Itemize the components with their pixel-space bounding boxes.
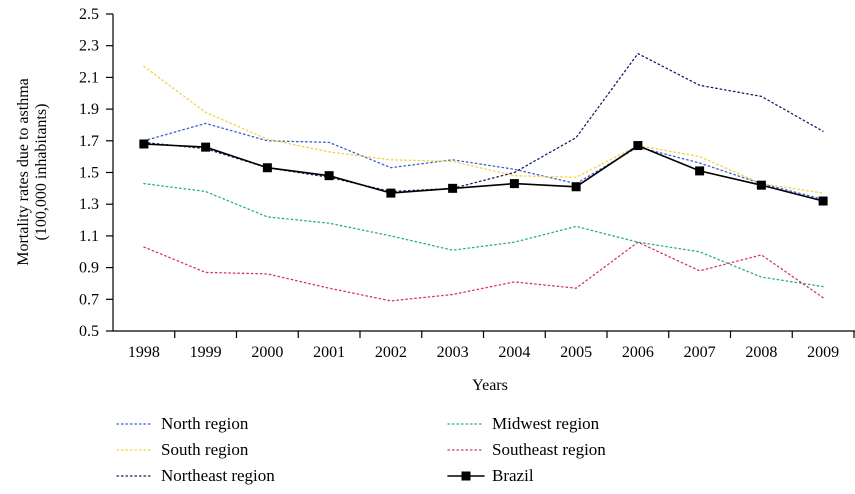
x-tick-label: 2006 (622, 344, 654, 361)
data-point-brazil (262, 163, 272, 173)
data-point-brazil (818, 196, 828, 206)
legend: North region South region Northeast region… (116, 414, 606, 485)
legend-label-northeast-region: Northeast region (161, 466, 275, 485)
data-point-brazil (695, 166, 705, 176)
y-tick-label: 1.1 (79, 228, 99, 245)
series-line-midwest-region (143, 182, 824, 288)
x-tick-label: 2000 (251, 344, 283, 361)
legend-label-north-region: North region (161, 414, 249, 433)
data-point-brazil (386, 188, 396, 198)
x-tick-label: 2004 (498, 344, 530, 361)
x-tick-label: 2007 (684, 344, 716, 361)
y-tick-label: 2.1 (79, 69, 99, 86)
x-tick-label: 2005 (560, 344, 592, 361)
x-axis-title: Years (472, 377, 508, 394)
data-point-brazil (448, 183, 458, 193)
y-tick-label: 0.9 (79, 260, 99, 277)
y-tick-label: 0.5 (79, 323, 99, 340)
series-line-northeast-region (143, 52, 824, 193)
y-ticks: 0.5 0.7 0.9 1.1 1.3 1.5 1.7 1.9 2.1 2.3 2.5 (79, 6, 113, 340)
data-point-brazil (756, 180, 766, 190)
data-point-brazil (633, 141, 643, 151)
y-tick-label: 1.3 (79, 196, 99, 213)
x-tick-label: 2001 (313, 344, 345, 361)
x-tick-label: 1999 (190, 344, 222, 361)
legend-label-southeast-region: Southeast region (492, 440, 606, 459)
legend-marker-brazil (461, 471, 471, 481)
y-axis-title: Mortality rates due to asthma (100,000 i… (15, 78, 50, 266)
data-point-brazil (571, 182, 581, 192)
x-tick-label: 1998 (128, 344, 160, 361)
series-line-south-region (143, 65, 824, 194)
data-point-brazil (139, 139, 149, 149)
data-point-brazil (201, 142, 211, 152)
y-tick-label: 0.7 (79, 291, 99, 308)
x-ticks: 1998 1999 2000 2001 2002 2003 2004 2005 2006 2007… (128, 331, 855, 361)
series-lines (139, 52, 828, 302)
legend-label-south-region: South region (161, 440, 249, 459)
y-tick-label: 1.9 (79, 101, 99, 118)
plot-area: 0.50.70.91.11.31.51.71.92.12.32.5 1998 19… (79, 6, 855, 361)
x-tick-label: 2002 (375, 344, 407, 361)
y-tick-label: 2.3 (79, 38, 99, 55)
x-tick-label: 2009 (807, 344, 839, 361)
legend-label-midwest-region: Midwest region (492, 414, 600, 433)
y-tick-label: 2.5 (79, 6, 99, 23)
series-line-north-region (143, 122, 824, 201)
y-tick-label: 1.7 (79, 133, 99, 150)
series-line-brazil (143, 143, 824, 202)
data-point-brazil (509, 179, 519, 189)
x-tick-label: 2008 (745, 344, 777, 361)
x-tick-label: 2003 (437, 344, 469, 361)
series-line-southeast-region (143, 241, 824, 302)
y-axis-title-line-1: Mortality rates due to asthma (15, 78, 32, 266)
data-point-brazil (324, 171, 334, 181)
y-axis-title-line-2: (100,000 inhabitants) (33, 104, 50, 241)
y-tick-label: 1.5 (79, 165, 99, 182)
legend-label-brazil: Brazil (492, 466, 534, 485)
